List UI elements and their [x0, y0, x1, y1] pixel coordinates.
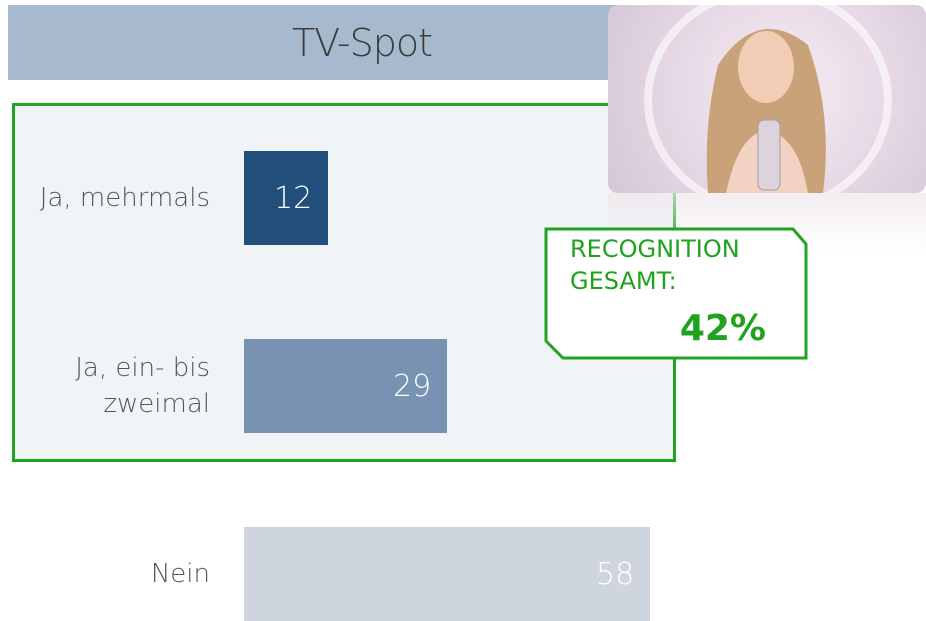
bar — [244, 527, 650, 621]
callout-box — [544, 227, 808, 360]
chart-title: TV-Spot — [8, 5, 716, 80]
value-label: 58 — [596, 556, 635, 592]
bar — [244, 339, 447, 433]
callout-value: 42% — [679, 308, 766, 349]
category-label: Nein — [150, 559, 210, 589]
bar — [244, 151, 328, 245]
value-label: 29 — [393, 368, 432, 404]
category-label: Ja, ein- bis zweimal — [75, 353, 210, 419]
spot-image — [608, 5, 926, 193]
value-label: 12 — [274, 180, 313, 216]
callout-text: RECOGNITION GESAMT: — [570, 235, 740, 295]
image-art — [644, 5, 892, 193]
category-label: Ja, mehrmals — [39, 183, 210, 213]
